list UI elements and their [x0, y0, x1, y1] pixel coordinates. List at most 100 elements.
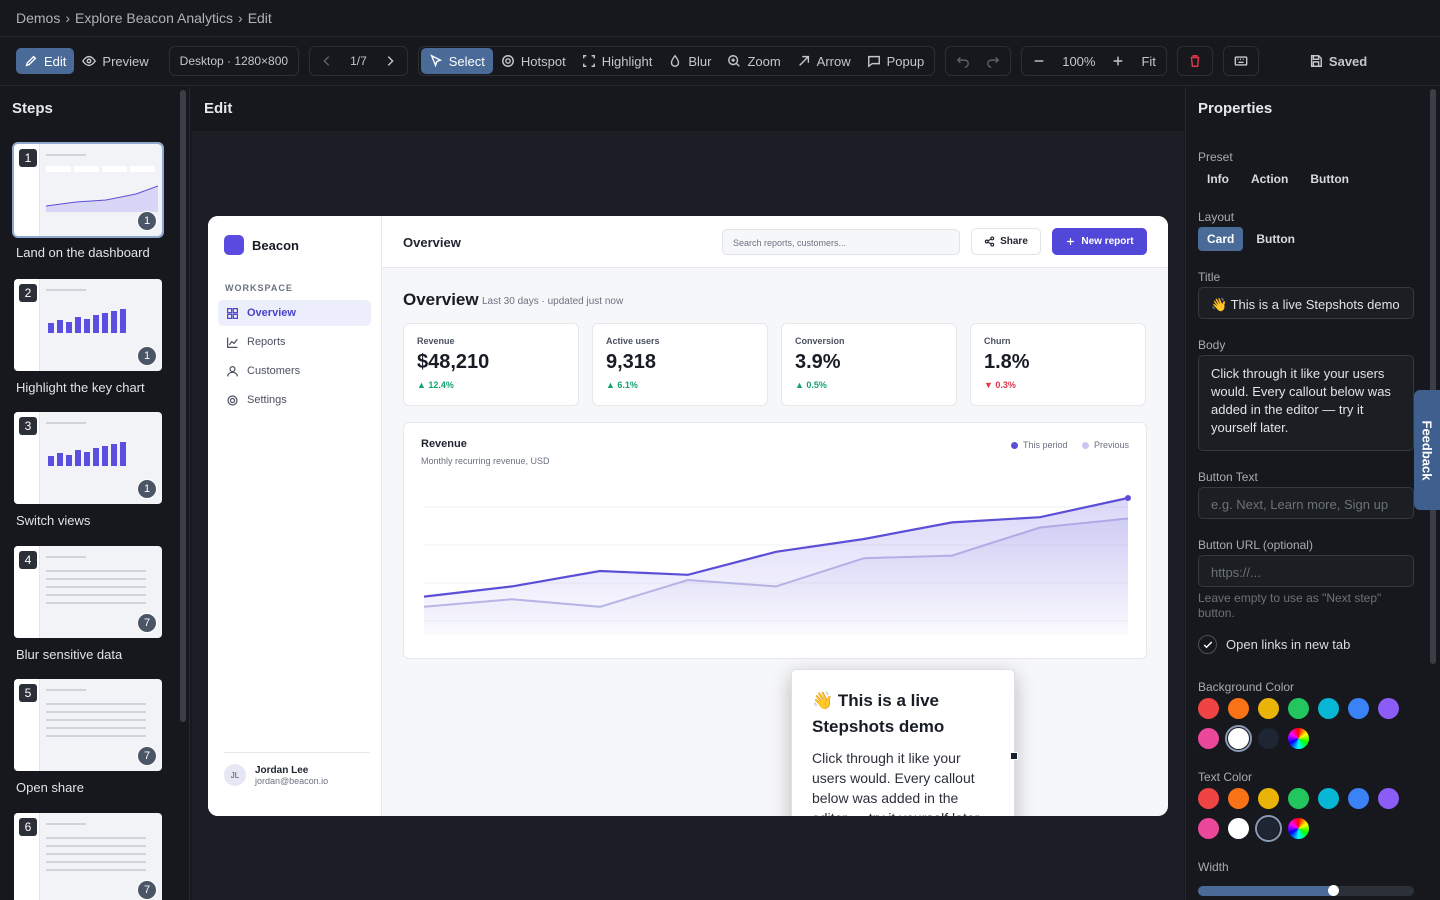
custom-color-picker-icon[interactable] — [1288, 818, 1309, 839]
fit-button[interactable]: Fit — [1141, 53, 1156, 69]
step-card-1[interactable]: 1 1 Land on the dashboard — [12, 142, 164, 260]
step-thumbnail[interactable]: 4 7 — [14, 546, 162, 638]
swatch-orange[interactable] — [1228, 788, 1249, 809]
header-title: Overview — [403, 235, 461, 250]
keyboard-shortcuts-button[interactable] — [1226, 48, 1256, 74]
swatch-yellow[interactable] — [1258, 698, 1279, 719]
step-label[interactable]: Land on the dashboard — [16, 245, 150, 260]
breadcrumb-demos[interactable]: Demos — [16, 10, 61, 26]
custom-color-picker-icon[interactable] — [1288, 728, 1309, 749]
step-number: 6 — [19, 818, 37, 836]
step-thumbnail[interactable]: 2 1 — [14, 279, 162, 371]
blur-tool[interactable]: Blur — [660, 48, 719, 74]
width-slider[interactable] — [1198, 885, 1414, 896]
zoom-in-button[interactable] — [1103, 48, 1133, 74]
next-step-button[interactable] — [375, 48, 405, 74]
share-button[interactable]: Share — [971, 228, 1041, 255]
button-text-input[interactable]: e.g. Next, Learn more, Sign up — [1198, 487, 1414, 519]
breadcrumb-demo-name[interactable]: Explore Beacon Analytics — [75, 10, 234, 26]
app-sidebar: Beacon WORKSPACE Overview Reports Custom… — [208, 216, 382, 816]
prev-step-button[interactable] — [312, 48, 342, 74]
zoom-out-button[interactable] — [1024, 48, 1054, 74]
feedback-tab[interactable]: Feedback — [1414, 390, 1440, 510]
editor-canvas[interactable]: Beacon WORKSPACE Overview Reports Custom… — [192, 131, 1184, 900]
preset-button[interactable]: Button — [1310, 172, 1349, 186]
swatch-purple[interactable] — [1378, 698, 1399, 719]
swatch-green[interactable] — [1288, 698, 1309, 719]
edit-mode-button[interactable]: Edit — [16, 48, 75, 74]
undo-button[interactable] — [948, 48, 978, 74]
app-search-input[interactable]: Search reports, customers... — [722, 229, 960, 255]
step-thumbnail[interactable]: 6 7 — [14, 813, 162, 900]
swatch-yellow[interactable] — [1258, 788, 1279, 809]
swatch-red[interactable] — [1198, 788, 1219, 809]
step-label[interactable]: Switch views — [16, 513, 91, 528]
swatch-cyan[interactable] — [1318, 698, 1339, 719]
step-thumbnail[interactable]: 5 7 — [14, 679, 162, 771]
step-label[interactable]: Open share — [16, 780, 84, 795]
swatch-dark[interactable] — [1258, 728, 1279, 749]
swatch-pink[interactable] — [1198, 818, 1219, 839]
swatch-white[interactable] — [1228, 818, 1249, 839]
nav-reports[interactable]: Reports — [218, 329, 371, 355]
preset-action[interactable]: Action — [1251, 172, 1289, 186]
popup-tool[interactable]: Popup — [859, 48, 933, 74]
open-new-tab-checkbox[interactable]: Open links in new tab — [1198, 635, 1350, 654]
preview-mode-button[interactable]: Preview — [74, 48, 156, 74]
nav-customers[interactable]: Customers — [218, 358, 371, 384]
step-label[interactable]: Highlight the key chart — [16, 380, 145, 395]
title-input[interactable]: 👋 This is a live Stepshots demo — [1198, 287, 1414, 319]
swatch-green[interactable] — [1288, 788, 1309, 809]
swatch-blue[interactable] — [1348, 698, 1369, 719]
width-slider-knob[interactable] — [1328, 885, 1340, 896]
zoom-in-icon — [728, 55, 741, 67]
step-card-6[interactable]: 6 7 — [14, 813, 162, 900]
checkbox-box[interactable] — [1198, 635, 1217, 654]
nav-settings[interactable]: Settings — [218, 387, 371, 413]
keyboard-icon — [1234, 56, 1248, 66]
button-url-input[interactable]: https://... — [1198, 555, 1414, 587]
width-label: Width — [1198, 860, 1229, 874]
hotspot-tool[interactable]: Hotspot — [493, 48, 574, 74]
plus-icon — [1114, 56, 1123, 66]
swatch-dark[interactable] — [1255, 815, 1282, 842]
highlight-tool[interactable]: Highlight — [574, 48, 661, 74]
layout-card[interactable]: Card — [1198, 227, 1244, 251]
step-card-3[interactable]: 3 1 Switch views — [14, 412, 162, 528]
step-card-5[interactable]: 5 7 Open share — [14, 679, 162, 795]
layout-button[interactable]: Button — [1256, 232, 1295, 246]
zoom-tool[interactable]: Zoom — [719, 48, 788, 74]
step-card-2[interactable]: 2 1 Highlight the key chart — [14, 279, 162, 395]
resize-handle[interactable] — [1010, 752, 1018, 760]
select-tool[interactable]: Select — [420, 48, 493, 74]
screenshot-preview[interactable]: Beacon WORKSPACE Overview Reports Custom… — [208, 216, 1168, 816]
save-status: Saved — [1299, 46, 1377, 76]
callout-card[interactable]: 👋 This is a live Stepshots demo Click th… — [791, 669, 1015, 816]
delete-step-button[interactable] — [1180, 48, 1210, 74]
device-label: Desktop · 1280×800 — [179, 54, 289, 68]
swatch-pink[interactable] — [1198, 728, 1219, 749]
step-label[interactable]: Blur sensitive data — [16, 647, 123, 662]
swatch-blue[interactable] — [1348, 788, 1369, 809]
body-textarea[interactable]: Click through it like your users would. … — [1198, 355, 1414, 451]
preset-info[interactable]: Info — [1207, 172, 1229, 186]
swatch-red[interactable] — [1198, 698, 1219, 719]
nav-overview[interactable]: Overview — [218, 300, 371, 326]
device-select[interactable]: Desktop · 1280×800 — [168, 46, 300, 76]
step-card-4[interactable]: 4 7 Blur sensitive data — [14, 546, 162, 662]
properties-scrollbar[interactable] — [1430, 89, 1436, 664]
swatch-white[interactable] — [1225, 725, 1252, 752]
swatch-cyan[interactable] — [1318, 788, 1339, 809]
chart-subtitle: Monthly recurring revenue, USD — [421, 456, 550, 466]
steps-scrollbar[interactable] — [180, 90, 186, 722]
redo-button[interactable] — [978, 48, 1008, 74]
annotation-count-badge: 7 — [137, 746, 157, 766]
swatch-purple[interactable] — [1378, 788, 1399, 809]
swatch-orange[interactable] — [1228, 698, 1249, 719]
arrow-tool[interactable]: Arrow — [789, 48, 859, 74]
share-icon — [984, 236, 995, 247]
new-report-button[interactable]: New report — [1052, 228, 1147, 255]
step-thumbnail[interactable]: 3 1 — [14, 412, 162, 504]
step-thumbnail[interactable]: 1 1 — [12, 142, 164, 238]
user-profile[interactable]: JL Jordan Lee jordan@beacon.io — [224, 764, 328, 786]
